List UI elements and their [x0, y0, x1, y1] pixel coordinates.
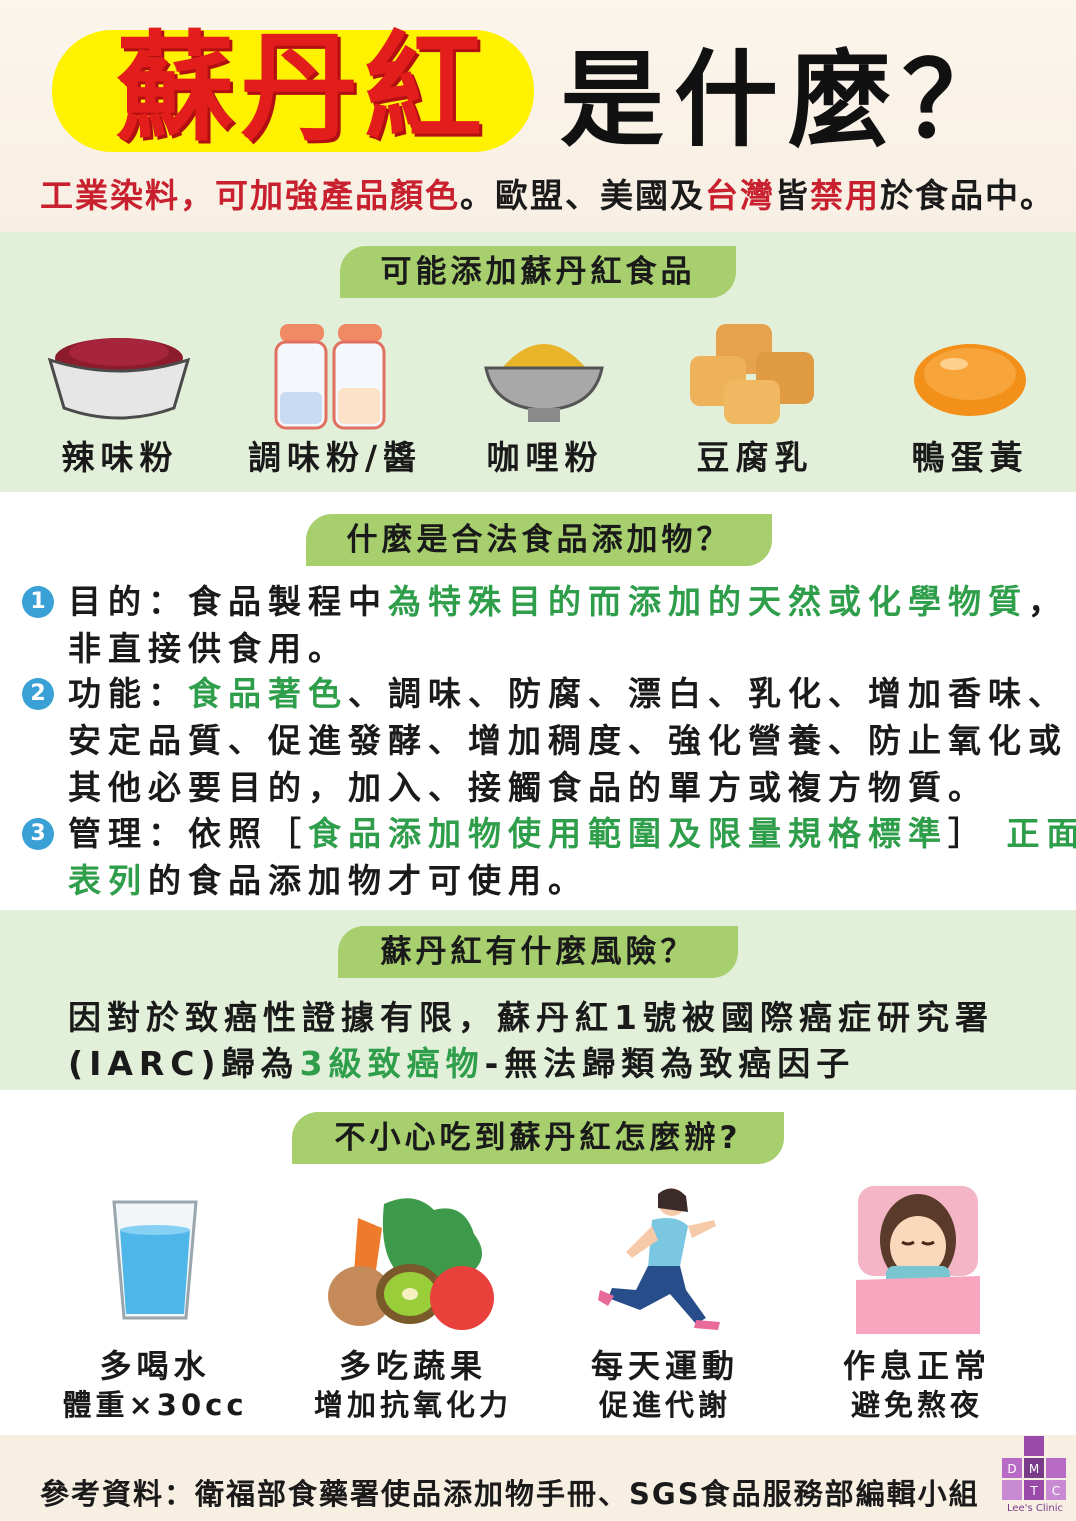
risk-highlight: 3級致癌物 — [299, 1044, 485, 1083]
legal-item-3-bracket: ］ — [948, 814, 988, 853]
food-label-yolk: 鴨蛋黃 — [911, 438, 1029, 477]
legal-item-2-line-1: 功能：食品著色、調味、防腐、漂白、乳化、增加香味、 — [68, 670, 1068, 717]
legal-item-1-line-2: 非直接供食用。 — [68, 629, 348, 668]
subtitle-part-a: 工業染料，可加強產品顏色 — [40, 176, 460, 215]
footer-band — [0, 1435, 1076, 1521]
legal-item-3-highlight-3: 表列 — [68, 861, 148, 900]
item-number-2: 2 — [22, 678, 54, 710]
legal-item-1-comma: ， — [1028, 582, 1068, 621]
curry-powder-bowl-icon — [484, 344, 604, 422]
title-sub: 是什麼？ — [560, 39, 1017, 161]
item-number-1: 1 — [22, 586, 54, 618]
risk-heading: 蘇丹紅有什麼風險？ — [338, 926, 738, 978]
duck-egg-yolk-icon — [914, 344, 1026, 416]
tip-water-detail: 體重×30cc — [62, 1388, 248, 1422]
risk-line-1: 因對於致癌性證據有限，蘇丹紅1號被國際癌症研究署 — [68, 998, 994, 1037]
food-label-chili: 辣味粉 — [61, 438, 179, 477]
logo-letter-d: D — [1007, 1462, 1016, 1476]
legal-item-3-line-2: 表列的食品添加物才可使用。 — [68, 857, 588, 904]
legal-item-1-text: 目的：食品製程中 — [68, 582, 388, 621]
subtitle-part-b: 。歐盟、美國及 — [460, 176, 705, 215]
food-label-curry: 咖哩粉 — [486, 438, 604, 477]
subtitle-part-c: 台灣 — [705, 176, 775, 215]
legal-item-2-highlight: 食品著色 — [188, 674, 348, 713]
legal-item-3-rest: 的食品添加物才可使用。 — [148, 861, 588, 900]
subtitle-part-f: 於食品中。 — [880, 176, 1055, 215]
sleeping-girl-icon — [856, 1186, 980, 1334]
title-main: 蘇丹紅 — [115, 19, 488, 157]
subtitle-part-e: 禁用 — [810, 176, 880, 215]
chili-powder-bowl-icon — [47, 338, 191, 420]
legal-heading: 什麼是合法食品添加物？ — [306, 514, 772, 566]
seasoning-bottles-icon — [274, 324, 386, 430]
running-woman-icon — [598, 1188, 720, 1330]
legal-item-3-line-1: 管理：依照［食品添加物使用範圍及限量規格標準］ 正面 — [68, 810, 1076, 857]
tip-sleep-title: 作息正常 — [842, 1347, 991, 1385]
tip-sleep-detail: 避免熬夜 — [850, 1388, 983, 1422]
title-highlight — [52, 30, 534, 152]
clinic-logo-icon: D M T C — [1002, 1436, 1066, 1500]
food-label-tofu: 豆腐乳 — [696, 438, 814, 477]
tip-veg-title: 多吃蔬果 — [338, 1347, 487, 1385]
foods-heading: 可能添加蘇丹紅食品 — [340, 246, 736, 298]
legal-item-3-highlight-2: 正面 — [1006, 814, 1076, 853]
risk-rest: -無法歸類為致癌因子 — [484, 1044, 856, 1083]
food-label-seasoning: 調味粉/醬 — [247, 438, 423, 477]
legal-item-3-highlight: 食品添加物使用範圍及限量規格標準 — [308, 814, 948, 853]
legal-item-1-line-1: 目的：食品製程中為特殊目的而添加的天然或化學物質， — [68, 578, 1068, 625]
subtitle: 工業染料，可加強產品顏色。歐盟、美國及台灣皆禁用於食品中。 — [40, 172, 1053, 220]
legal-item-2-text: 功能： — [68, 674, 188, 713]
reference-text: 參考資料：衛福部食藥署使品添加物手冊、SGS食品服務部編輯小組 — [40, 1477, 980, 1511]
risk-text: (IARC)歸為 — [68, 1044, 300, 1083]
legal-item-2-line-2: 安定品質、促進發酵、增加稠度、強化營養、防止氧化或 — [68, 721, 1068, 760]
subtitle-part-d: 皆 — [775, 176, 810, 215]
water-glass-icon — [112, 1200, 198, 1320]
tip-exercise-detail: 促進代謝 — [598, 1388, 731, 1422]
logo-caption: Lee's Clinic — [1007, 1503, 1063, 1514]
item-number-3: 3 — [22, 818, 54, 850]
fermented-tofu-icon — [690, 324, 814, 424]
legal-item-1-highlight: 為特殊目的而添加的天然或化學物質 — [388, 582, 1028, 621]
legal-item-3-text: 管理：依照［ — [68, 814, 308, 853]
legal-item-2-line-3: 其他必要目的，加入、接觸食品的單方或複方物質。 — [68, 768, 988, 807]
tip-veg-detail: 增加抗氧化力 — [313, 1388, 512, 1422]
logo-letter-m: M — [1029, 1462, 1039, 1476]
risk-line-2: (IARC)歸為3級致癌物-無法歸類為致癌因子 — [68, 1040, 855, 1087]
tips-heading: 不小心吃到蘇丹紅怎麼辦? — [292, 1112, 784, 1164]
tip-exercise-title: 每天運動 — [590, 1347, 739, 1385]
legal-item-2-rest: 、調味、防腐、漂白、乳化、增加香味、 — [348, 674, 1068, 713]
logo-letter-c: C — [1052, 1484, 1060, 1498]
tip-water-title: 多喝水 — [99, 1347, 211, 1385]
logo-letter-t: T — [1029, 1484, 1038, 1498]
vegetables-fruits-icon — [328, 1198, 494, 1330]
